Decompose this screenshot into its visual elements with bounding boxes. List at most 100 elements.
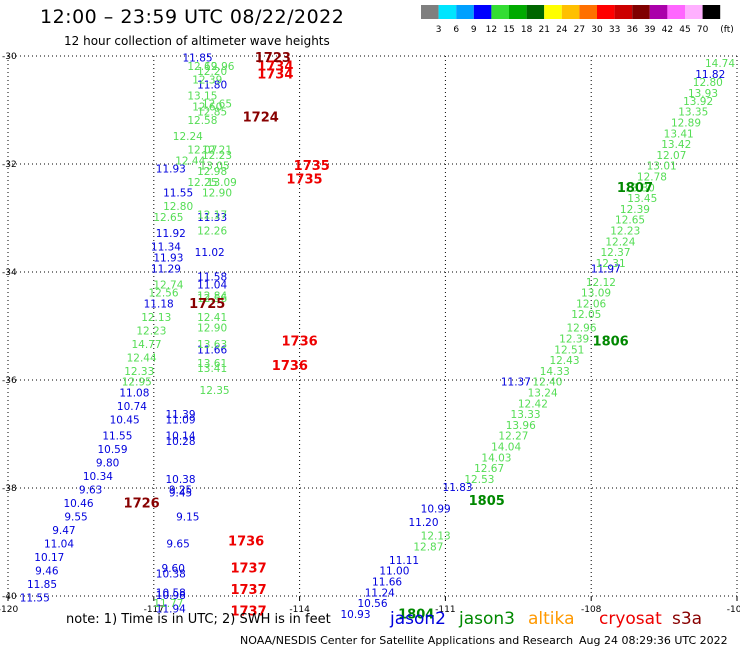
wave-height-point: 10.34 — [83, 471, 113, 483]
wave-height-point: 11.55 — [102, 431, 132, 443]
wave-height-point: 10.28 — [165, 436, 195, 448]
wave-height-point: 12.33 — [124, 366, 154, 378]
wave-height-point: 12.89 — [671, 118, 701, 130]
wave-height-point: 13.96 — [506, 420, 536, 432]
wave-height-point: 13.41 — [664, 128, 694, 140]
wave-height-point: 13.33 — [511, 409, 541, 421]
wave-height-point: 12.87 — [413, 541, 443, 553]
wave-height-point: 12.58 — [187, 115, 217, 127]
y-tick-label: -40 — [2, 592, 17, 602]
wave-height-point: 14.33 — [540, 366, 570, 378]
colorbar-swatch — [597, 5, 615, 19]
wave-height-point: 11.02 — [195, 247, 225, 259]
wave-height-point: 13.35 — [678, 107, 708, 119]
wave-height-point: 10.38 — [165, 474, 195, 486]
footer-credit: NOAA/NESDIS Center for Satellite Applica… — [240, 634, 574, 647]
wave-height-point: 12.23 — [136, 325, 166, 337]
satellite-label-jason2: jason2 — [390, 609, 446, 629]
wave-height-point: 11.66 — [372, 577, 402, 589]
colorbar-legend: 3 6 9 12 15 18 21 24 27 30 33 36 39 42 45 70 (ft) — [421, 5, 734, 35]
wave-height-point: 12.39 — [620, 204, 650, 216]
wave-height-point: 9.47 — [52, 525, 75, 537]
wave-height-point: 12.65 — [615, 215, 645, 227]
colorbar-tick-label: 12 — [486, 25, 497, 35]
wave-height-point: 11.77 — [153, 598, 183, 610]
wave-height-point: 12.95 — [122, 377, 152, 389]
wave-height-point: 11.80 — [197, 80, 227, 92]
wave-height-point: 14.03 — [481, 452, 511, 464]
wave-height-point: 11.11 — [389, 555, 419, 567]
wave-height-point: 9.55 — [64, 512, 87, 524]
wave-height-point: 12.21 — [202, 145, 232, 157]
wave-height-point: 13.93 — [688, 88, 718, 100]
wave-height-point: 12.74 — [153, 280, 183, 292]
wave-height-point: 12.24 — [173, 131, 203, 143]
pass-time-label: 1737 — [230, 583, 266, 598]
wave-height-point: 11.97 — [591, 263, 621, 275]
wave-height-point: 13.05 — [200, 161, 230, 173]
wave-height-point: 11.34 — [151, 242, 181, 254]
wave-height-point: 12.44 — [175, 155, 205, 167]
wave-height-point: 10.56 — [357, 598, 387, 610]
wave-height-point: 9.60 — [162, 563, 185, 575]
wave-height-point: 12.78 — [637, 172, 667, 184]
colorbar-tick-label: 27 — [574, 25, 585, 35]
pass-time-label: 1805 — [469, 494, 505, 509]
wave-height-point: 11.04 — [44, 539, 74, 551]
wave-height-point: 12.90 — [197, 323, 227, 335]
pass-time-label: 1734 — [257, 59, 293, 74]
wave-height-point: 13.24 — [528, 388, 558, 400]
x-tick-label: -117 — [144, 605, 164, 615]
wave-height-point: 12.39 — [192, 74, 222, 86]
pass-time-label: 1735 — [294, 159, 330, 174]
wave-height-point: 10.58 — [156, 587, 186, 599]
wave-height-point: 14.04 — [491, 442, 521, 454]
wave-height-point: 13.61 — [197, 358, 227, 370]
wave-height-point: 13.63 — [197, 339, 227, 351]
wave-height-point: 10.99 — [421, 504, 451, 516]
x-tick-label: -111 — [435, 605, 455, 615]
wave-height-point: 13.01 — [647, 161, 677, 173]
x-tick-label: -105 — [727, 605, 740, 615]
wave-height-point: 11.18 — [144, 298, 174, 310]
colorbar-swatch — [421, 5, 439, 19]
colorbar-tick-label: 3 — [436, 25, 442, 35]
wave-height-point: 12.13 — [141, 312, 171, 324]
wave-height-point: 12.98 — [197, 166, 227, 178]
wave-height-point: 12.96 — [566, 323, 596, 335]
colorbar-swatch — [667, 5, 685, 19]
wave-height-point: 12.53 — [464, 474, 494, 486]
wave-height-point: 11.66 — [197, 344, 227, 356]
colorbar-tick-label: 24 — [556, 25, 568, 35]
colorbar-swatch — [438, 5, 457, 19]
wave-height-point: 12.65 — [153, 212, 183, 224]
colorbar-tick-label: 6 — [453, 25, 459, 35]
wave-height-point: 12.07 — [187, 145, 217, 157]
wave-height-point: 11.29 — [151, 263, 181, 275]
wave-height-point: 11.20 — [408, 517, 438, 529]
wave-height-point: 9.65 — [166, 539, 189, 551]
wave-height-point: 11.55 — [20, 593, 50, 605]
colorbar-swatch — [649, 5, 668, 19]
footer-timestamp: Aug 24 08:29:36 UTC 2022 — [579, 634, 728, 647]
wave-height-point: 12.80 — [693, 77, 723, 89]
wave-height-point: 12.60 — [192, 101, 222, 113]
wave-height-point: 13.42 — [661, 139, 691, 151]
colorbar-swatch — [614, 5, 633, 19]
colorbar-tick-label: 39 — [644, 25, 656, 35]
wave-height-point: 11.92 — [156, 228, 186, 240]
pass-time-label: 1737 — [230, 562, 266, 577]
colorbar-swatch — [579, 5, 597, 19]
y-tick-label: -38 — [2, 484, 17, 494]
y-tick-label: -36 — [2, 376, 17, 386]
wave-height-point: 12.24 — [605, 236, 635, 248]
wave-height-point: 14.77 — [131, 339, 161, 351]
wave-height-point: 12.43 — [549, 355, 579, 367]
wave-height-point: 11.00 — [379, 566, 409, 578]
colorbar-tick-label: 70 — [697, 25, 709, 35]
pass-time-label: 1736 — [272, 359, 308, 374]
colorbar-swatch — [491, 5, 509, 19]
wave-height-point: 12.27 — [498, 431, 528, 443]
wave-height-point: 12.40 — [532, 377, 562, 389]
y-tick-label: -30 — [2, 52, 17, 62]
